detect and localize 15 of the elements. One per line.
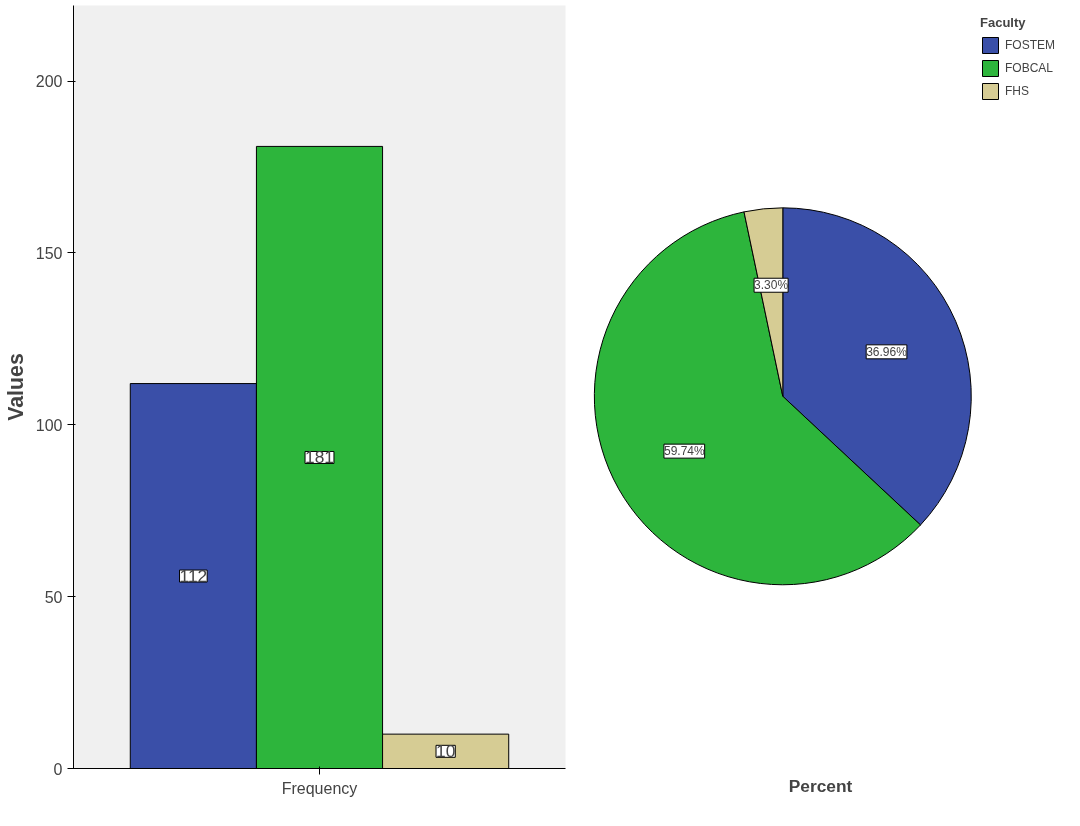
data-label: 10 <box>436 741 456 762</box>
legend-label: FOBCAL <box>1005 61 1054 75</box>
y-tick-label: 100 <box>35 416 63 434</box>
legend-label: FOSTEM <box>1005 38 1055 52</box>
legend-title: Faculty <box>980 15 1027 30</box>
y-tick-label: 50 <box>44 588 63 606</box>
y-tick-label: 150 <box>35 244 63 262</box>
y-axis-title: Values <box>3 353 28 421</box>
legend-label: FHS <box>1005 84 1029 98</box>
x-tick-label: Frequency <box>281 779 358 797</box>
text: Percent <box>788 775 853 796</box>
y-tick-label: 0 <box>53 760 63 778</box>
y-tick-label: 200 <box>35 73 63 91</box>
data-label: 181 <box>305 447 334 468</box>
data-label: 112 <box>179 566 208 587</box>
